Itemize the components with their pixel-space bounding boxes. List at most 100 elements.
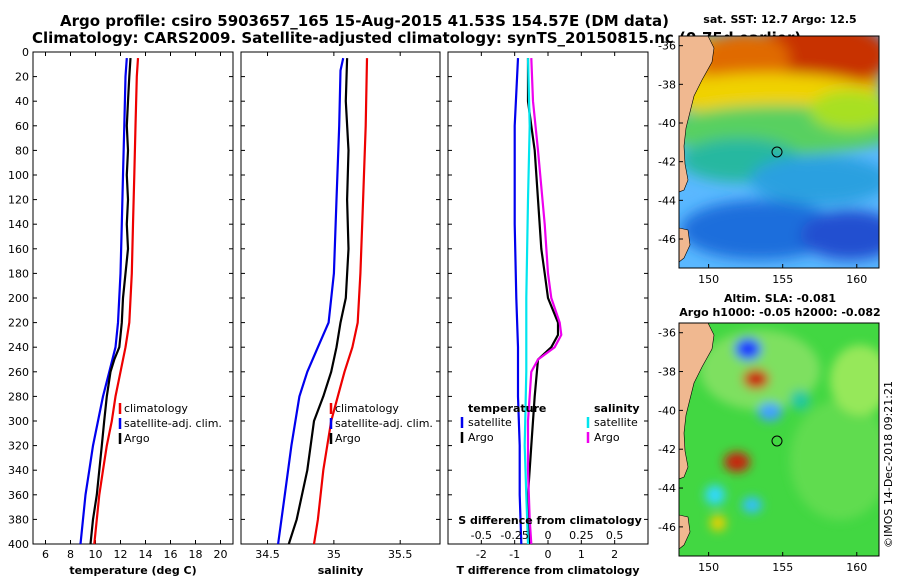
depth-tick-label: 60 xyxy=(15,120,29,133)
sla_map-xtick-label: 160 xyxy=(846,561,867,574)
temperature-xtick-label: 18 xyxy=(189,548,203,561)
depth-tick-label: 280 xyxy=(8,390,29,403)
title-line-1: Argo profile: csiro 5903657_165 15-Aug-2… xyxy=(60,12,669,30)
sst-land xyxy=(679,36,715,193)
sla-map-title-1: Altim. SLA: -0.081 xyxy=(724,292,836,305)
sst_map-ytick-label: -38 xyxy=(658,78,676,91)
difference-top-tick-label: -0.5 xyxy=(471,529,492,542)
difference-xtick-label: 2 xyxy=(611,548,618,561)
difference-top-tick-label: -0.25 xyxy=(500,529,528,542)
depth-tick-label: 180 xyxy=(8,267,29,280)
sla-map xyxy=(679,323,879,556)
sst-island xyxy=(679,227,691,263)
depth-tick-label: 200 xyxy=(8,292,29,305)
depth-tick-label: 160 xyxy=(8,243,29,256)
depth-tick-label: 240 xyxy=(8,341,29,354)
depth-tick-label: 100 xyxy=(8,169,29,182)
salinity-series-satellite xyxy=(277,57,345,545)
difference-series-sat_diff xyxy=(523,58,531,545)
difference-legend-title-salinity: salinity xyxy=(594,402,640,415)
depth-tick-label: 360 xyxy=(8,489,29,502)
depth-tick-label: 380 xyxy=(8,513,29,526)
salinity-legend-label: satellite-adj. clim. xyxy=(335,417,433,430)
salinity-axes xyxy=(240,51,441,545)
depth-tick-label: 340 xyxy=(8,464,29,477)
sst_map-xtick-label: 150 xyxy=(698,273,719,286)
difference-legend-title-temperature: temperature xyxy=(468,402,546,415)
difference-legend-label: satellite xyxy=(594,416,638,429)
difference-xtick-label: -2 xyxy=(476,548,487,561)
difference-xtick-label: 1 xyxy=(578,548,585,561)
sla_map-xtick-label: 150 xyxy=(698,561,719,574)
temperature-xlabel: temperature (deg C) xyxy=(69,564,196,577)
difference-top-axis-label: S difference from climatology xyxy=(458,514,642,527)
depth-tick-label: 400 xyxy=(8,538,29,551)
temperature-axes xyxy=(32,51,234,545)
temperature-xtick-label: 12 xyxy=(114,548,128,561)
sst_map-ytick-label: -40 xyxy=(658,117,676,130)
sla_map-ytick-label: -38 xyxy=(658,366,676,379)
depth-tick-label: 120 xyxy=(8,194,29,207)
temperature-xtick-label: 16 xyxy=(164,548,178,561)
difference-xtick-label: -1 xyxy=(509,548,520,561)
depth-tick-label: 0 xyxy=(22,46,29,59)
salinity-series-climatology xyxy=(312,58,369,545)
temperature-xtick-label: 20 xyxy=(214,548,228,561)
difference-legend-label: Argo xyxy=(594,431,620,444)
difference-legend-label: satellite xyxy=(468,416,512,429)
salinity-xlabel: salinity xyxy=(318,564,364,577)
salinity-legend-label: Argo xyxy=(335,432,361,445)
sst_map-xtick-label: 155 xyxy=(772,273,793,286)
difference-series-satellite xyxy=(513,58,523,545)
sla_map-ytick-label: -46 xyxy=(658,521,676,534)
difference-top-tick-label: 0.5 xyxy=(606,529,624,542)
difference-top-tick-label: 0.25 xyxy=(569,529,594,542)
depth-tick-label: 260 xyxy=(8,366,29,379)
sla-argo-marker xyxy=(771,435,783,447)
temperature-series-argo xyxy=(89,58,132,545)
depth-tick-label: 140 xyxy=(8,218,29,231)
depth-tick-label: 300 xyxy=(8,415,29,428)
sst-map-title: sat. SST: 12.7 Argo: 12.5 xyxy=(703,13,856,26)
sla-island xyxy=(679,514,691,550)
imos-credit: ©IMOS 14-Dec-2018 09:21:21 xyxy=(882,381,895,548)
difference-series-argo xyxy=(526,58,560,545)
sst_map-xtick-label: 160 xyxy=(846,273,867,286)
depth-tick-label: 20 xyxy=(15,71,29,84)
temperature-series-climatology xyxy=(93,58,140,545)
sla_map-ytick-label: -44 xyxy=(658,482,676,495)
difference-xlabel: T difference from climatology xyxy=(456,564,639,577)
difference-legend-label: Argo xyxy=(468,431,494,444)
depth-tick-label: 220 xyxy=(8,317,29,330)
depth-tick-label: 80 xyxy=(15,144,29,157)
sla-map-title-2: Argo h1000: -0.05 h2000: -0.082 xyxy=(679,306,880,319)
sla_map-ytick-label: -36 xyxy=(658,327,676,340)
sla_map-ytick-label: -40 xyxy=(658,404,676,417)
difference-top-tick-label: 0 xyxy=(545,529,552,542)
sst_map-ytick-label: -46 xyxy=(658,233,676,246)
sst-map xyxy=(679,36,879,268)
sst_map-ytick-label: -36 xyxy=(658,40,676,53)
title-line-2: Climatology: CARS2009. Satellite-adjuste… xyxy=(32,29,802,47)
temperature-xtick-label: 8 xyxy=(67,548,74,561)
depth-tick-label: 320 xyxy=(8,440,29,453)
salinity-xtick-label: 35 xyxy=(327,548,341,561)
salinity-legend-label: climatology xyxy=(335,402,399,415)
salinity-xtick-label: 34.5 xyxy=(255,548,280,561)
temperature-series-satellite xyxy=(79,58,128,545)
sla_map-xtick-label: 155 xyxy=(772,561,793,574)
temperature-legend-label: climatology xyxy=(124,402,188,415)
temperature-xtick-label: 14 xyxy=(139,548,153,561)
temperature-legend-label: Argo xyxy=(124,432,150,445)
sst_map-ytick-label: -42 xyxy=(658,156,676,169)
temperature-xtick-label: 6 xyxy=(42,548,49,561)
salinity-xtick-label: 35.5 xyxy=(388,548,413,561)
difference-series-sal_diff xyxy=(526,58,563,545)
sst_map-ytick-label: -44 xyxy=(658,194,676,207)
difference-xtick-label: 0 xyxy=(545,548,552,561)
salinity-series-argo xyxy=(287,58,350,545)
temperature-legend-label: satellite-adj. clim. xyxy=(124,417,222,430)
temperature-xtick-label: 10 xyxy=(89,548,103,561)
depth-tick-label: 40 xyxy=(15,95,29,108)
